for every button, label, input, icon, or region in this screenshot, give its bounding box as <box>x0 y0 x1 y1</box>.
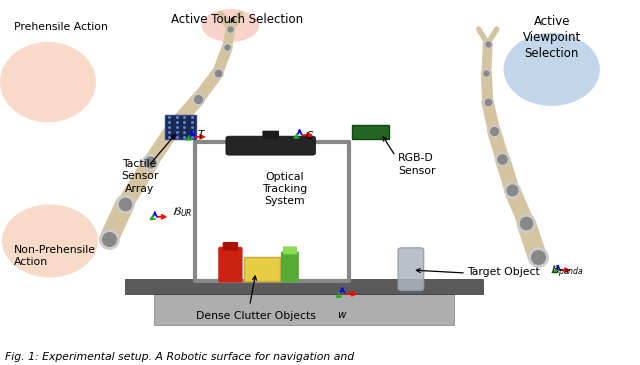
FancyBboxPatch shape <box>223 242 238 251</box>
Text: Tactile
Sensor
Array: Tactile Sensor Array <box>121 159 158 193</box>
FancyBboxPatch shape <box>165 115 196 139</box>
FancyBboxPatch shape <box>352 125 389 139</box>
Text: Active
Viewpoint
Selection: Active Viewpoint Selection <box>522 15 581 59</box>
Text: Dense Clutter Objects: Dense Clutter Objects <box>196 311 316 321</box>
Text: Optical
Tracking
System: Optical Tracking System <box>262 172 307 206</box>
Text: $\mathcal{B}_{UR}$: $\mathcal{B}_{UR}$ <box>172 205 192 219</box>
Text: Target Object: Target Object <box>467 267 540 277</box>
Text: Non-Prehensile
Action: Non-Prehensile Action <box>14 245 96 267</box>
Ellipse shape <box>0 42 96 122</box>
FancyBboxPatch shape <box>218 247 243 283</box>
Ellipse shape <box>504 33 600 106</box>
FancyBboxPatch shape <box>154 294 454 325</box>
FancyBboxPatch shape <box>226 136 316 155</box>
Ellipse shape <box>504 33 600 106</box>
Ellipse shape <box>2 204 98 277</box>
FancyBboxPatch shape <box>398 248 424 291</box>
FancyBboxPatch shape <box>244 257 280 281</box>
Text: Fig. 1: Experimental setup. A Robotic surface for navigation and: Fig. 1: Experimental setup. A Robotic su… <box>5 352 355 362</box>
FancyBboxPatch shape <box>262 131 279 139</box>
Text: Active Touch Selection: Active Touch Selection <box>171 13 303 26</box>
Text: RGB-D
Sensor: RGB-D Sensor <box>398 153 436 176</box>
FancyBboxPatch shape <box>125 279 483 294</box>
FancyBboxPatch shape <box>281 251 299 282</box>
Text: $\mathit{T}$: $\mathit{T}$ <box>197 128 206 140</box>
Text: $\mathit{w}$: $\mathit{w}$ <box>337 310 347 319</box>
FancyBboxPatch shape <box>283 246 297 254</box>
Text: Prehensile Action: Prehensile Action <box>14 22 108 32</box>
Ellipse shape <box>202 9 259 42</box>
Text: $\mathit{C}$: $\mathit{C}$ <box>305 129 314 141</box>
Text: $\mathcal{B}_{panda}$: $\mathcal{B}_{panda}$ <box>550 264 584 280</box>
